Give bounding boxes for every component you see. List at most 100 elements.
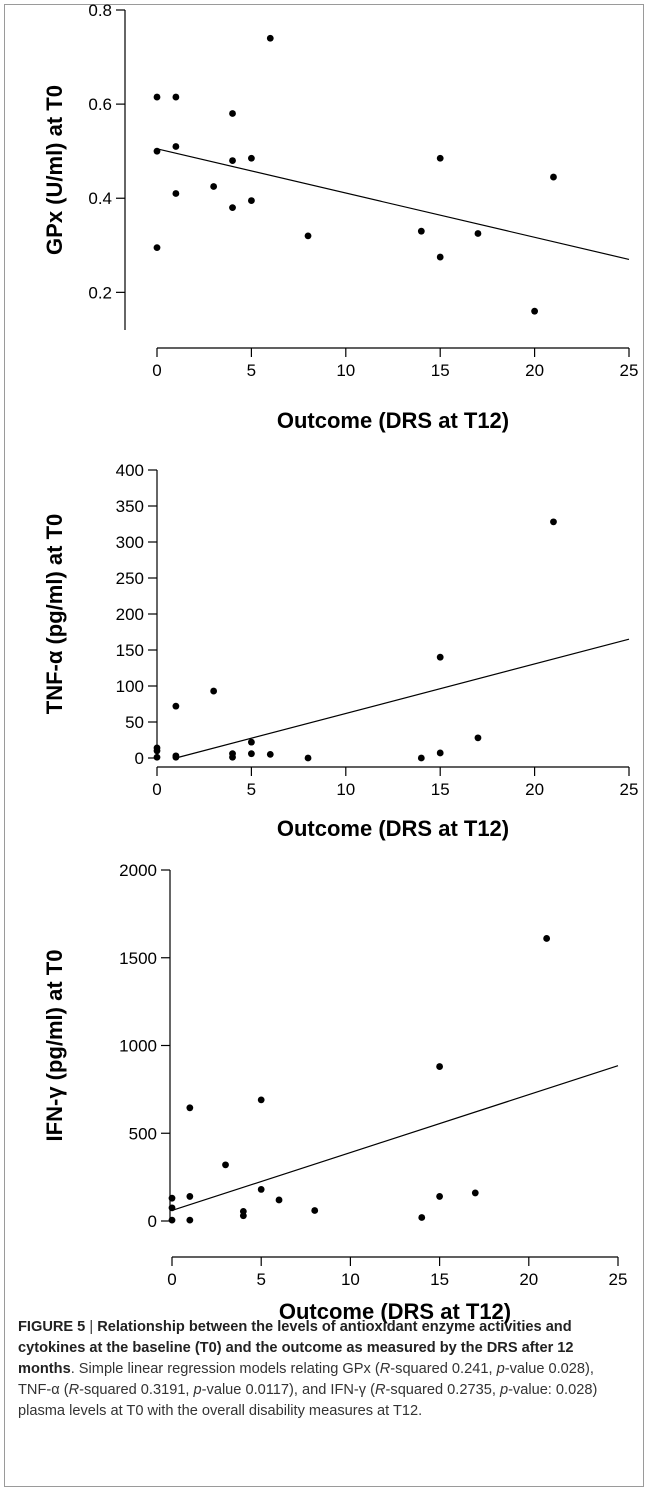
ifn-chart-svg: IFN-γ (pg/ml) at T0 Outcome (DRS at T12)… xyxy=(42,861,628,1324)
caption-r-3: R xyxy=(374,1382,386,1398)
y-tick-label: 1500 xyxy=(119,949,157,968)
x-axis-title: Outcome (DRS at T12) xyxy=(277,816,509,841)
data-point xyxy=(153,747,161,755)
x-tick-label: 15 xyxy=(431,361,450,380)
data-point xyxy=(172,93,180,101)
caption-p-1: p xyxy=(496,1361,505,1377)
gpx-chart-svg: GPx (U/ml) at T0 Outcome (DRS at T12) 0.… xyxy=(42,1,639,433)
data-point xyxy=(248,197,255,204)
y-tick-label: 350 xyxy=(116,497,144,516)
caption-text-7: -value: 0.028) plasma levels at T0 with … xyxy=(18,1382,598,1419)
data-point xyxy=(168,1194,176,1202)
data-point xyxy=(257,1096,265,1104)
data-point xyxy=(543,935,551,942)
data-point xyxy=(471,1189,479,1197)
data-point xyxy=(210,687,218,695)
data-point xyxy=(417,227,425,235)
data-point xyxy=(153,753,161,761)
data-point xyxy=(531,307,538,315)
tnf-chart-svg: TNF-α (pg/ml) at T0 Outcome (DRS at T12)… xyxy=(42,461,639,841)
data-point xyxy=(153,93,161,101)
data-point xyxy=(186,1193,194,1200)
data-point xyxy=(172,702,180,710)
data-point xyxy=(222,1161,229,1169)
data-point xyxy=(248,750,255,758)
data-point xyxy=(153,147,161,155)
data-point xyxy=(266,751,274,758)
regression-line xyxy=(156,148,630,260)
data-point xyxy=(550,518,557,526)
y-tick-label: 0 xyxy=(148,1212,157,1231)
caption-r-1: R xyxy=(379,1361,391,1377)
data-point xyxy=(418,1214,426,1221)
y-tick-label: 400 xyxy=(116,461,144,480)
x-tick-label: 20 xyxy=(525,780,544,799)
x-tick-label: 25 xyxy=(609,1270,628,1289)
data-point xyxy=(210,183,218,190)
caption-figure-label: FIGURE 5 xyxy=(18,1319,86,1335)
y-tick-label: 2000 xyxy=(119,861,157,880)
y-tick-label: 250 xyxy=(116,569,144,588)
data-point xyxy=(172,753,180,761)
data-point xyxy=(436,154,444,162)
caption-r-2: R xyxy=(68,1382,80,1398)
x-tick-label: 25 xyxy=(620,361,639,380)
data-point xyxy=(474,230,482,237)
data-point xyxy=(248,154,255,162)
caption-p-3: p xyxy=(499,1382,509,1398)
x-axis-title: Outcome (DRS at T12) xyxy=(279,1299,511,1324)
caption-text-4: -squared 0.3191, xyxy=(79,1382,194,1398)
y-tick-label: 0.6 xyxy=(88,95,112,114)
data-point xyxy=(304,232,312,240)
gpx-chart: GPx (U/ml) at T0 Outcome (DRS at T12) 0.… xyxy=(0,0,652,440)
x-tick-label: 5 xyxy=(247,780,256,799)
data-point xyxy=(436,1193,443,1200)
y-tick-label: 1000 xyxy=(119,1037,157,1056)
caption-text-1: . Simple linear regression models relati… xyxy=(70,1361,380,1377)
data-point xyxy=(248,738,255,746)
x-tick-label: 10 xyxy=(336,780,355,799)
y-tick-label: 200 xyxy=(116,605,144,624)
data-point xyxy=(239,1212,247,1220)
x-tick-label: 5 xyxy=(256,1270,265,1289)
caption-title: Relationship between the levels of antio… xyxy=(18,1319,574,1377)
y-axis-title: TNF-α (pg/ml) at T0 xyxy=(42,514,67,715)
caption-text-6: -squared 0.2735, xyxy=(385,1382,500,1398)
data-point xyxy=(153,244,161,252)
caption-text-5: -value 0.0117), and IFN-γ ( xyxy=(201,1382,375,1398)
y-tick-label: 0.8 xyxy=(88,1,112,20)
y-tick-label: 0.2 xyxy=(88,283,112,302)
data-point xyxy=(417,754,425,762)
data-point xyxy=(229,110,236,117)
ifn-chart: IFN-γ (pg/ml) at T0 Outcome (DRS at T12)… xyxy=(0,828,652,1324)
caption-p-2: p xyxy=(193,1382,202,1398)
data-point xyxy=(436,253,444,261)
y-axis-title: IFN-γ (pg/ml) at T0 xyxy=(42,950,67,1142)
y-axis-title: GPx (U/ml) at T0 xyxy=(42,85,67,255)
figure-frame xyxy=(4,4,644,1487)
y-tick-label: 0 xyxy=(135,749,144,768)
data-point xyxy=(229,204,236,212)
data-point xyxy=(229,157,236,164)
x-tick-label: 25 xyxy=(620,780,639,799)
data-point xyxy=(474,734,482,742)
caption-separator: | xyxy=(85,1319,98,1335)
data-point xyxy=(168,1204,176,1212)
data-point xyxy=(436,1063,443,1070)
x-tick-label: 20 xyxy=(525,361,544,380)
data-point xyxy=(266,34,274,42)
data-point xyxy=(172,190,180,197)
y-tick-label: 50 xyxy=(125,713,144,732)
data-point xyxy=(186,1104,194,1112)
caption-text-3: -value 0.028), TNF-α ( xyxy=(18,1361,594,1398)
data-point xyxy=(436,653,444,661)
x-tick-label: 5 xyxy=(247,361,256,380)
x-tick-label: 0 xyxy=(152,361,161,380)
data-point xyxy=(275,1196,283,1204)
figure-caption: FIGURE 5 | Relationship between the leve… xyxy=(18,1317,630,1422)
x-tick-label: 15 xyxy=(430,1270,449,1289)
y-tick-label: 100 xyxy=(116,677,144,696)
x-tick-label: 0 xyxy=(167,1270,176,1289)
y-tick-label: 0.4 xyxy=(88,189,112,208)
x-tick-label: 15 xyxy=(431,780,450,799)
